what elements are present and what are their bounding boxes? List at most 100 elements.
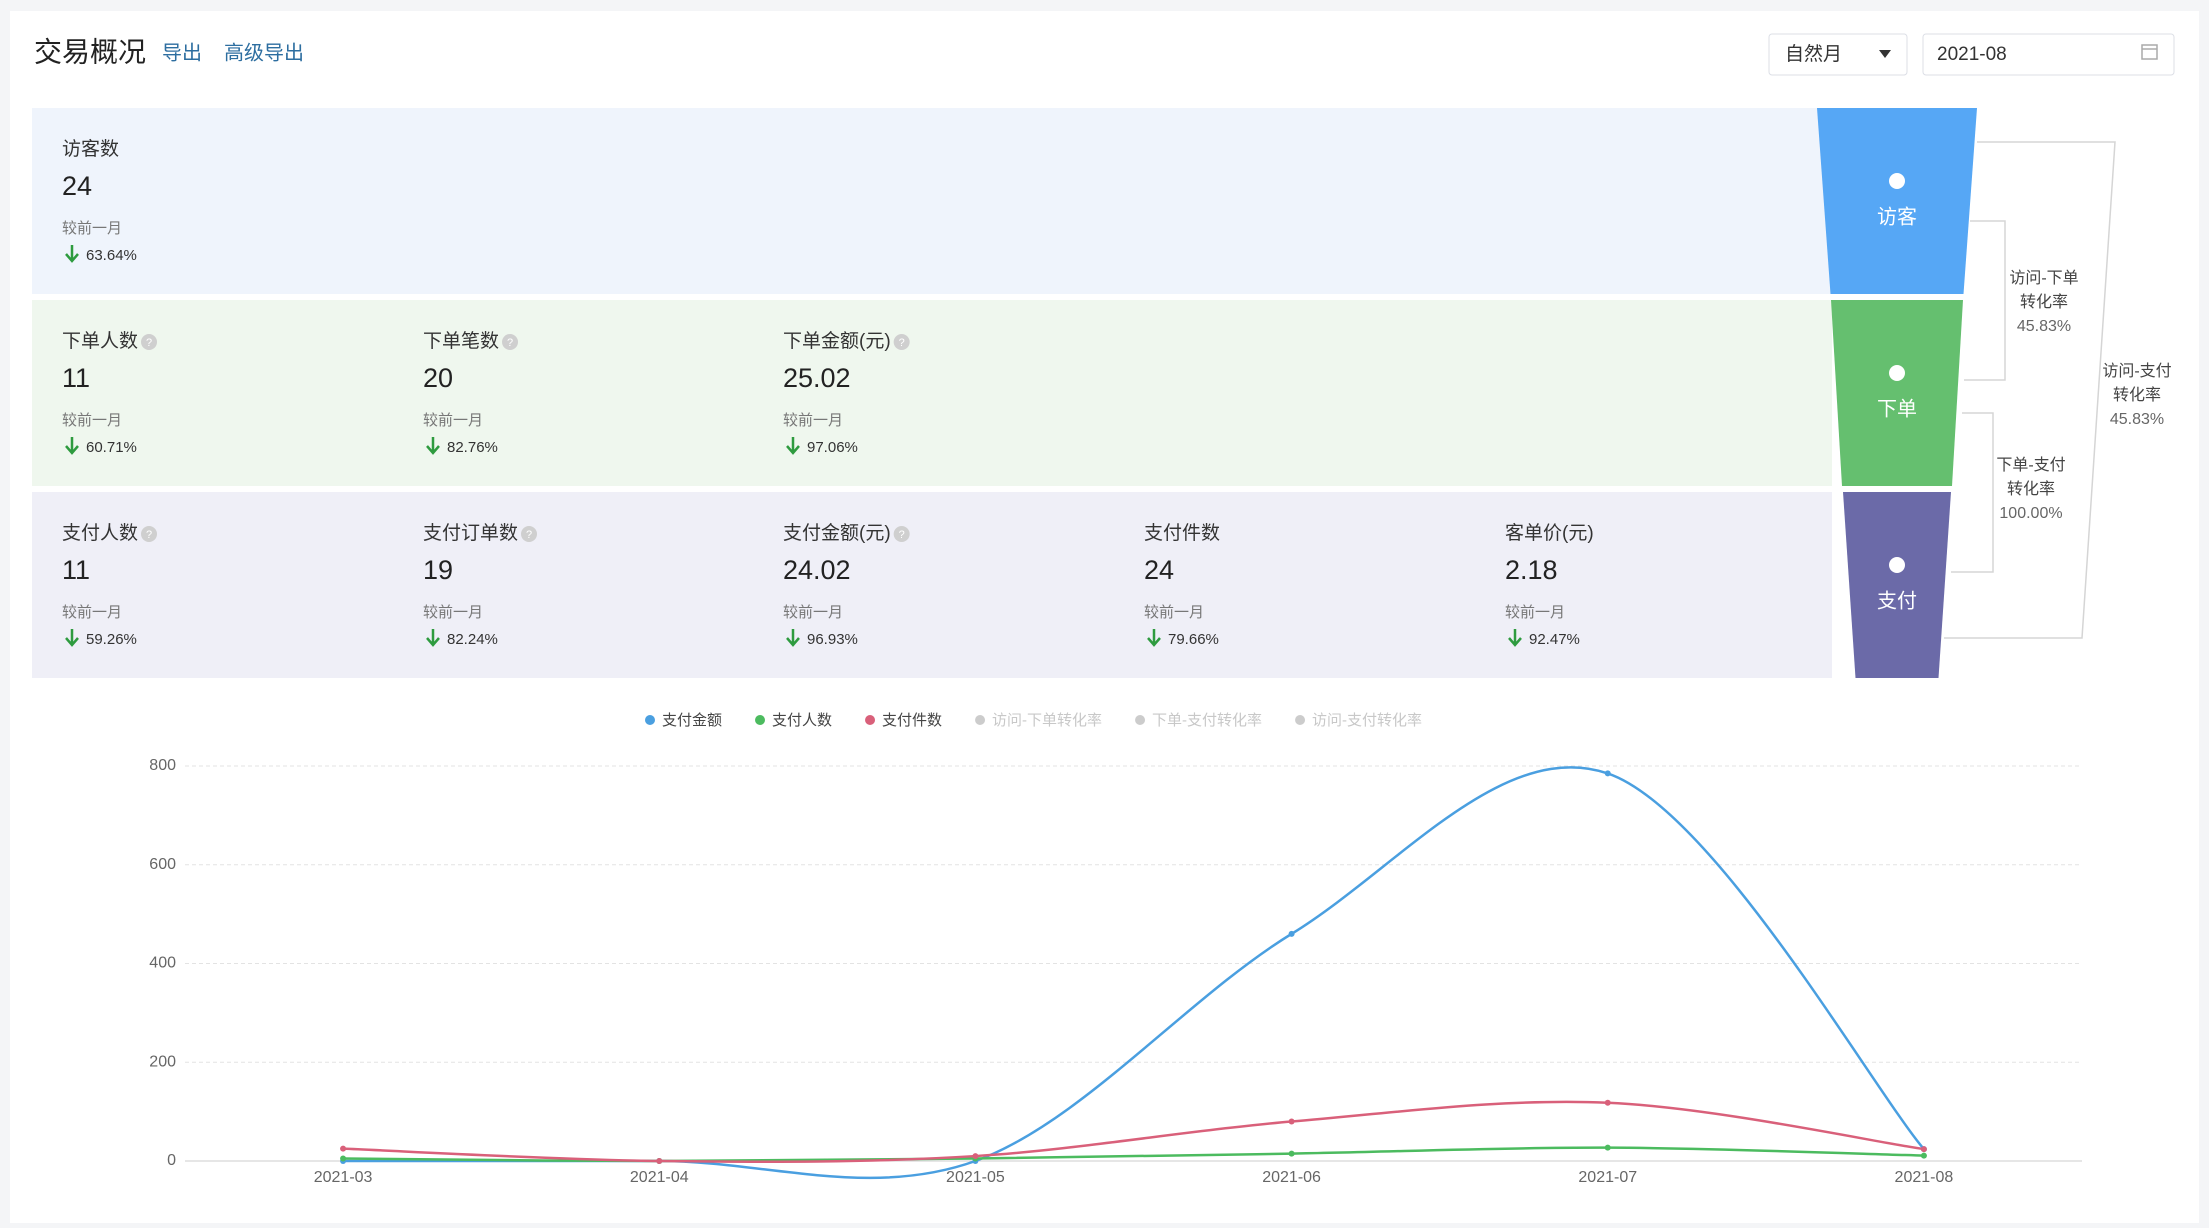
funnel-label: 支付 [1877,589,1917,612]
data-point [1604,1144,1611,1151]
legend-dot [755,715,766,725]
help-icon[interactable] [521,526,538,542]
metric-value: 2.18 [1505,555,1558,585]
down-arrow [1147,629,1161,647]
compare-label: 较前一月 [423,411,483,429]
down-arrow [426,629,440,647]
down-arrow [786,629,800,647]
legend-label[interactable]: 支付金额 [662,712,722,729]
y-tick-label: 200 [149,1053,176,1070]
metric-value: 24.02 [783,555,851,585]
data-point [1604,1099,1611,1106]
change-value: 92.47% [1529,631,1580,648]
x-tick-label: 2021-08 [1895,1169,1954,1186]
down-arrow [786,437,800,455]
conversion-rate: 45.83% [2110,411,2164,428]
header-link[interactable]: 导出 [162,41,202,64]
legend-label[interactable]: 支付人数 [772,712,832,729]
conversion-name: 下单-支付 [1996,456,2065,474]
compare-label: 较前一月 [62,603,122,621]
header-link[interactable]: 高级导出 [224,41,304,64]
conversion-unit: 转化率 [2020,293,2068,311]
conversion-name: 访问-支付 [2102,362,2171,380]
compare-label: 较前一月 [62,411,122,429]
date-picker[interactable] [1922,33,2175,76]
funnel-stage [1831,300,1963,486]
conversion-bracket [1964,220,2006,381]
funnel-icon [1889,557,1905,573]
help-icon[interactable] [893,334,910,350]
x-tick-label: 2021-05 [946,1169,1005,1186]
metric-label: 支付人数 [62,522,138,544]
metric-value: 11 [62,363,90,393]
period-select[interactable] [1768,33,1908,76]
help-icon-glyph: ? [899,337,905,349]
legend-dot [865,715,876,725]
date-picker-text: 2021-08 [1937,44,2007,65]
conversion-bracket [1944,141,2116,639]
metric-label: 下单笔数 [423,330,499,352]
metric-label: 支付订单数 [423,522,518,544]
conversion-bracket [1951,412,1994,573]
metric-value: 24 [62,171,92,201]
conversion-name: 访问-下单 [2009,269,2078,287]
compare-label: 较前一月 [783,411,843,429]
legend-label[interactable]: 支付件数 [882,712,942,729]
data-point [340,1155,347,1162]
data-point [1920,1146,1927,1153]
help-icon[interactable] [141,334,158,350]
help-icon-glyph: ? [146,529,152,541]
down-arrow [65,437,79,455]
metric-label: 支付金额(元) [783,522,891,544]
metric-label: 下单金额(元) [783,330,891,352]
conversion-rate: 100.00% [1999,505,2062,522]
help-icon[interactable] [141,526,158,542]
legend-label[interactable]: 下单-支付转化率 [1152,712,1262,729]
data-point [1288,930,1295,937]
down-arrow [65,245,79,263]
x-tick-label: 2021-07 [1578,1169,1637,1186]
legend-label[interactable]: 访问-支付转化率 [1312,712,1422,729]
legend-dot [1295,715,1306,725]
calendar-icon [2141,44,2158,60]
funnel-icon [1889,173,1905,189]
legend-dot [645,715,655,725]
metric-label: 访客数 [62,138,119,160]
data-point [1604,770,1611,777]
change-value: 96.93% [807,631,858,648]
data-point [656,1158,663,1164]
metric-row [32,108,1832,294]
change-value: 82.76% [447,439,498,456]
data-point [1288,1150,1295,1157]
series-line [343,1100,1925,1163]
x-tick-label: 2021-04 [630,1169,689,1186]
change-value: 79.66% [1168,631,1219,648]
metric-label: 下单人数 [62,330,138,352]
help-icon[interactable] [893,526,910,542]
compare-label: 较前一月 [1505,603,1565,621]
help-icon-glyph: ? [526,529,532,541]
funnel-stage [1843,492,1951,678]
down-arrow [1508,629,1522,647]
metric-label: 支付件数 [1144,522,1220,544]
page-title: 交易概况 [34,36,146,67]
help-icon-glyph: ? [146,337,152,349]
legend-label[interactable]: 访问-下单转化率 [992,712,1102,729]
legend-dot [975,715,986,725]
down-arrow [426,437,440,455]
funnel-icon [1889,365,1905,381]
change-value: 63.64% [86,247,137,264]
metric-value: 24 [1144,555,1174,585]
down-arrow [65,629,79,647]
funnel-label: 访客 [1877,205,1917,228]
change-value: 82.24% [447,631,498,648]
y-tick-label: 400 [149,955,176,972]
conversion-unit: 转化率 [2113,386,2161,404]
data-point [972,1153,979,1160]
compare-label: 较前一月 [783,603,843,621]
change-value: 97.06% [807,439,858,456]
help-icon[interactable] [502,334,519,350]
metric-value: 11 [62,555,90,585]
